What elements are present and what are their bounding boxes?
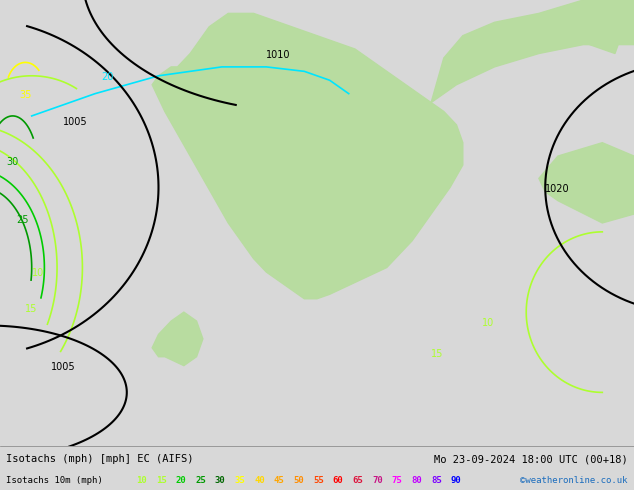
Text: 30: 30 [6, 157, 18, 167]
Text: 25: 25 [195, 476, 206, 485]
Text: 10: 10 [482, 318, 494, 327]
Text: 55: 55 [313, 476, 324, 485]
Text: 65: 65 [353, 476, 363, 485]
Text: 90: 90 [451, 476, 462, 485]
Text: 10: 10 [136, 476, 147, 485]
Text: 85: 85 [431, 476, 442, 485]
Text: Isotachs (mph) [mph] EC (AIFS): Isotachs (mph) [mph] EC (AIFS) [6, 454, 194, 464]
Text: 25: 25 [16, 215, 29, 225]
Text: 15: 15 [431, 349, 444, 359]
Polygon shape [152, 13, 463, 299]
Text: ©weatheronline.co.uk: ©weatheronline.co.uk [520, 476, 628, 485]
Text: 1010: 1010 [266, 50, 291, 60]
Polygon shape [431, 0, 634, 102]
Text: 15: 15 [156, 476, 167, 485]
Text: 15: 15 [25, 304, 38, 314]
Polygon shape [152, 312, 203, 366]
Text: 10: 10 [32, 269, 44, 278]
Text: 30: 30 [215, 476, 226, 485]
Text: 20: 20 [101, 72, 114, 82]
Text: 1005: 1005 [51, 362, 75, 372]
Text: 75: 75 [392, 476, 403, 485]
Text: 1005: 1005 [63, 117, 88, 127]
Text: Mo 23-09-2024 18:00 UTC (00+18): Mo 23-09-2024 18:00 UTC (00+18) [434, 454, 628, 464]
Text: 20: 20 [176, 476, 186, 485]
Text: 35: 35 [19, 90, 32, 100]
Text: 80: 80 [411, 476, 422, 485]
Text: 70: 70 [372, 476, 383, 485]
Text: Isotachs 10m (mph): Isotachs 10m (mph) [6, 476, 103, 485]
Polygon shape [539, 143, 634, 223]
Text: 60: 60 [333, 476, 344, 485]
Text: 45: 45 [274, 476, 285, 485]
Text: 1020: 1020 [545, 184, 570, 194]
Polygon shape [590, 27, 621, 53]
Text: 35: 35 [235, 476, 245, 485]
Text: 50: 50 [294, 476, 304, 485]
Text: 40: 40 [254, 476, 265, 485]
